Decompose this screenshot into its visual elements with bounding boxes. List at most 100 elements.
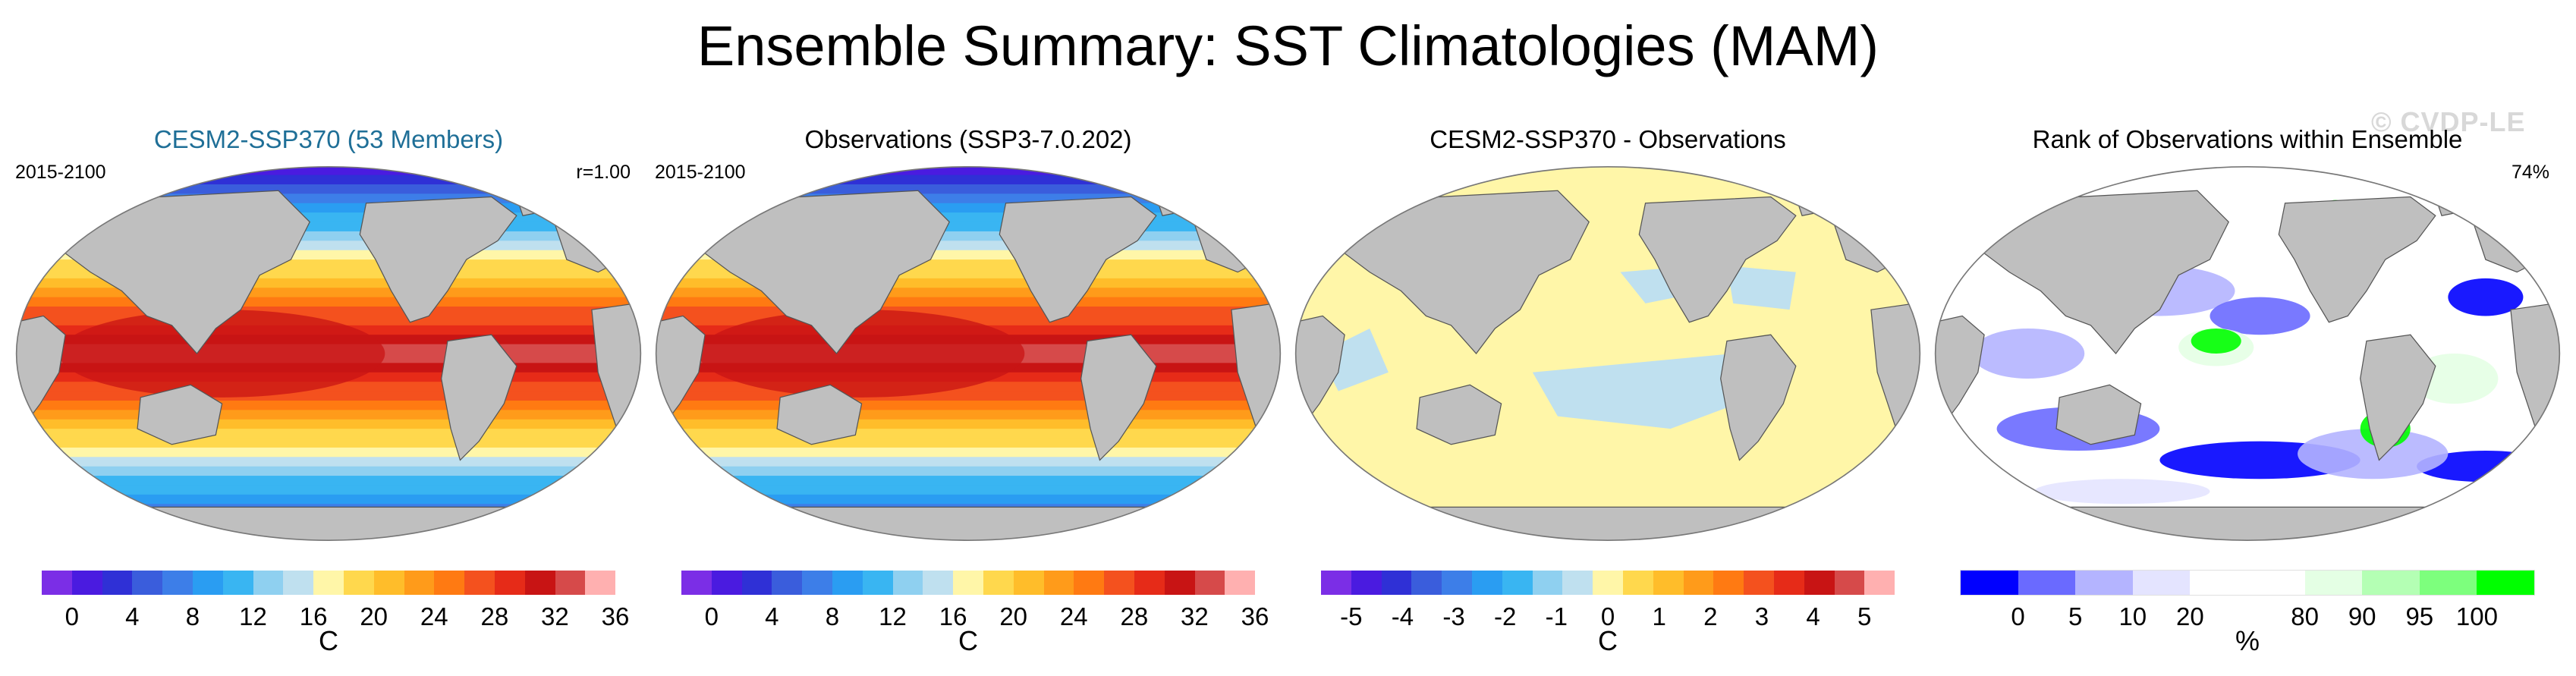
ensemble-title: CESM2-SSP370 (53 Members) <box>153 125 504 153</box>
colorbar-swatch <box>102 571 133 595</box>
colorbar-swatch <box>953 571 983 595</box>
colorbar-swatch <box>1562 571 1593 595</box>
ensemble-map <box>15 166 642 541</box>
difference-tick: 5 <box>1857 602 1872 630</box>
colorbar-swatch <box>1593 571 1623 595</box>
rank-tick: 95 <box>2405 602 2434 630</box>
colorbar-swatch <box>1834 571 1865 595</box>
colorbar-swatch <box>802 571 832 595</box>
difference-colorbar <box>1321 571 1895 595</box>
colorbar-swatch <box>283 571 314 595</box>
observations-map <box>655 166 1282 541</box>
colorbar-swatch <box>772 571 803 595</box>
observations-colorbar <box>681 571 1256 595</box>
colorbar-swatch <box>892 571 923 595</box>
colorbar-swatch <box>1653 571 1684 595</box>
colorbar-swatch <box>1622 571 1653 595</box>
observations-tick: 12 <box>879 602 907 630</box>
rank-tick: 80 <box>2291 602 2319 630</box>
difference-tick: 1 <box>1652 602 1666 630</box>
observations-unit: C <box>958 625 978 656</box>
colorbar-swatch <box>1502 571 1533 595</box>
colorbar-swatch <box>2362 571 2420 595</box>
colorbar-swatch <box>681 571 712 595</box>
rank-stat: 74% <box>2511 162 2549 183</box>
colorbar-swatch <box>2132 571 2191 595</box>
colorbar-swatch <box>343 571 374 595</box>
colorbar-swatch <box>1381 571 1412 595</box>
observations-period: 2015-2100 <box>655 162 746 183</box>
rank-tick: 20 <box>2176 602 2204 630</box>
colorbar-swatch <box>132 571 163 595</box>
colorbar-swatch <box>1411 571 1442 595</box>
figure-title: Ensemble Summary: SST Climatologies (MAM… <box>697 14 1879 77</box>
difference-tick: 0 <box>1600 602 1615 630</box>
colorbar-swatch <box>162 571 193 595</box>
colorbar-swatch <box>1471 571 1502 595</box>
observations-tick: 28 <box>1120 602 1149 630</box>
difference-tick: -2 <box>1494 602 1517 630</box>
observations-tick: 0 <box>704 602 719 630</box>
observations-tick: 16 <box>939 602 967 630</box>
colorbar-swatch <box>1532 571 1563 595</box>
colorbar-swatch <box>464 571 495 595</box>
colorbar-swatch <box>1321 571 1351 595</box>
rank-tick: 90 <box>2348 602 2376 630</box>
difference-tick: 3 <box>1754 602 1769 630</box>
colorbar-swatch <box>2304 571 2363 595</box>
observations-tick: 4 <box>765 602 779 630</box>
observations-tick: 32 <box>1181 602 1209 630</box>
colorbar-swatch <box>555 571 586 595</box>
colorbar-swatch <box>42 571 72 595</box>
rank-map <box>1934 166 2561 541</box>
ensemble-tick: 16 <box>299 602 328 630</box>
colorbar-swatch <box>2018 571 2076 595</box>
rank-tick: 5 <box>2068 602 2083 630</box>
colorbar-swatch <box>711 571 742 595</box>
ensemble-tick: 4 <box>125 602 140 630</box>
colorbar-swatch <box>1773 571 1804 595</box>
rank-tick: 10 <box>2118 602 2147 630</box>
colorbar-swatch <box>862 571 893 595</box>
ensemble-period: 2015-2100 <box>15 162 106 183</box>
colorbar-swatch <box>1864 571 1895 595</box>
colorbar-swatch <box>71 571 102 595</box>
colorbar-swatch <box>1194 571 1225 595</box>
ensemble-tick: 36 <box>601 602 630 630</box>
difference-title: CESM2-SSP370 - Observations <box>1430 125 1786 153</box>
colorbar-swatch <box>1804 571 1835 595</box>
colorbar-swatch <box>983 571 1014 595</box>
colorbar-swatch <box>585 571 616 595</box>
observations-title: Observations (SSP3-7.0.202) <box>804 125 1132 153</box>
ensemble-tick: 20 <box>360 602 388 630</box>
rank-tick: 0 <box>2011 602 2025 630</box>
colorbar-swatch <box>1961 571 2018 595</box>
difference-tick: 4 <box>1806 602 1820 630</box>
colorbar-swatch <box>1225 571 1256 595</box>
ensemble-stat: r=1.00 <box>576 162 631 183</box>
colorbar-swatch <box>1104 571 1134 595</box>
colorbar-swatch <box>524 571 555 595</box>
ensemble-unit: C <box>319 625 338 656</box>
difference-tick: 2 <box>1703 602 1718 630</box>
colorbar-swatch <box>1683 571 1714 595</box>
colorbar-swatch <box>1074 571 1105 595</box>
ensemble-tick: 12 <box>239 602 267 630</box>
difference-unit: C <box>1598 625 1618 656</box>
colorbar-swatch <box>1744 571 1774 595</box>
colorbar-swatch <box>373 571 404 595</box>
colorbar-swatch <box>2247 571 2305 595</box>
difference-tick: -5 <box>1340 602 1363 630</box>
observations-tick: 24 <box>1059 602 1088 630</box>
colorbar-swatch <box>2419 571 2477 595</box>
observations-tick: 36 <box>1241 602 1269 630</box>
colorbar-swatch <box>494 571 525 595</box>
colorbar-swatch <box>1442 571 1472 595</box>
colorbar-swatch <box>2075 571 2133 595</box>
colorbar-swatch <box>741 571 772 595</box>
colorbar-swatch <box>832 571 863 595</box>
colorbar-swatch <box>2190 571 2247 595</box>
colorbar-swatch <box>1134 571 1165 595</box>
colorbar-swatch <box>404 571 435 595</box>
ensemble-tick: 28 <box>480 602 509 630</box>
